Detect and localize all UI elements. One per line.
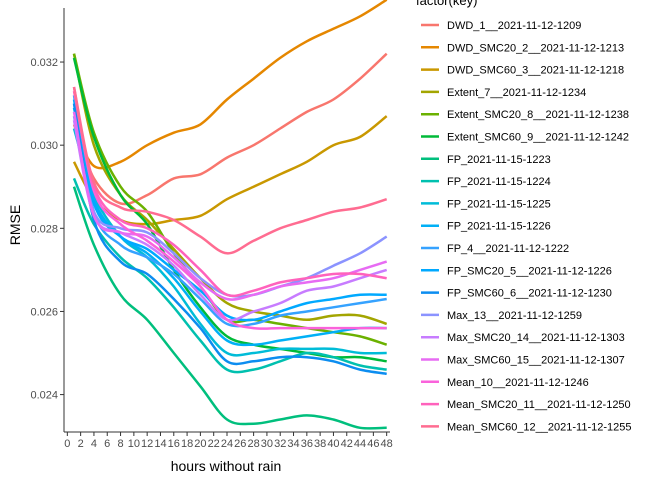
- x-tick-label: 22: [208, 438, 220, 450]
- x-tick-label: 44: [354, 438, 366, 450]
- y-tick-label: 0.030: [30, 140, 58, 152]
- series-line-16: [72, 111, 388, 301]
- x-tick-label: 0: [64, 438, 70, 450]
- y-tick-label: 0.026: [30, 306, 58, 318]
- legend: DWD_1__2021-11-12-1209 DWD_SMC20_2__2021-…: [421, 20, 632, 433]
- series-line-7: [72, 186, 387, 430]
- legend-label-9: FP_2021-11-15-1225: [447, 198, 551, 210]
- series-line-12: [72, 99, 387, 322]
- series-line-19: [72, 86, 388, 255]
- x-tick-label: 30: [261, 438, 273, 450]
- x-tick-label: 26: [234, 438, 246, 450]
- x-tick-label: 38: [314, 438, 326, 450]
- x-tick-label: 34: [287, 438, 299, 450]
- legend-label-3: DWD_SMC60_3__2021-11-12-1218: [447, 65, 624, 77]
- legend-label-5: Extent_SMC20_8__2021-11-12-1238: [447, 109, 629, 121]
- y-tick-label: 0.024: [30, 390, 58, 402]
- x-tick-label: 10: [128, 438, 140, 450]
- x-tick-label: 16: [168, 438, 180, 450]
- legend-label-14: Max_13__2021-11-12-1259: [447, 310, 582, 322]
- plot-lines: [72, 0, 388, 430]
- legend-label-12: FP_SMC20_5__2021-11-12-1226: [447, 265, 612, 277]
- legend-label-7: FP_2021-11-15-1223: [447, 154, 551, 166]
- x-tick-label: 4: [91, 438, 97, 450]
- x-tick-label: 18: [181, 438, 193, 450]
- x-tick-label: 6: [104, 438, 110, 450]
- x-tick-label: 24: [221, 438, 233, 450]
- x-axis-ticks: 0 2 4 6 8 10 12 14 16 18 20 22 24 26 28 30 32 34 36 38 40 42 4…: [64, 432, 393, 450]
- series-line-13: [72, 103, 387, 376]
- legend-label-11: FP_4__2021-11-12-1222: [447, 243, 569, 255]
- x-tick-label: 14: [154, 438, 166, 450]
- x-tick-label: 48: [381, 438, 393, 450]
- y-axis-ticks: 0.024 0.026 0.028 0.030 0.032: [30, 57, 64, 402]
- x-tick-label: 20: [194, 438, 206, 450]
- legend-label-19: Mean_SMC60_12__2021-11-12-1255: [447, 421, 632, 433]
- x-tick-label: 46: [367, 438, 379, 450]
- series-line-2: [72, 0, 388, 170]
- y-tick-label: 0.032: [30, 57, 58, 69]
- series-line-17: [72, 86, 387, 330]
- legend-label-16: Max_SMC60_15__2021-11-12-1307: [447, 355, 625, 367]
- legend-label-17: Mean_10__2021-11-12-1246: [447, 377, 589, 389]
- x-tick-label: 8: [117, 438, 123, 450]
- x-tick-label: 36: [301, 438, 313, 450]
- legend-label-10: FP_2021-11-15-1226: [447, 221, 551, 233]
- legend-title: factor(key): [416, 0, 477, 8]
- legend-label-2: DWD_SMC20_2__2021-11-12-1213: [447, 42, 624, 54]
- series-line-8: [72, 177, 387, 374]
- x-tick-label: 12: [141, 438, 153, 450]
- legend-label-18: Mean_SMC20_11__2021-11-12-1250: [447, 399, 631, 411]
- legend-label-1: DWD_1__2021-11-12-1209: [447, 20, 581, 32]
- x-tick-label: 2: [78, 438, 84, 450]
- y-tick-label: 0.028: [30, 223, 58, 235]
- series-line-11: [72, 95, 387, 328]
- x-axis-title: hours without rain: [171, 458, 282, 474]
- x-tick-label: 42: [341, 438, 353, 450]
- legend-label-4: Extent_7__2021-11-12-1234: [447, 87, 586, 99]
- legend-label-8: FP_2021-11-15-1224: [447, 176, 551, 188]
- legend-label-6: Extent_SMC60_9__2021-11-12-1242: [447, 132, 629, 144]
- x-tick-label: 32: [274, 438, 286, 450]
- legend-label-13: FP_SMC60_6__2021-11-12-1230: [447, 288, 612, 300]
- series-line-1: [72, 52, 388, 206]
- x-tick-label: 40: [327, 438, 339, 450]
- y-axis-title: RMSE: [7, 205, 23, 245]
- x-tick-label: 28: [247, 438, 259, 450]
- series-line-18: [72, 90, 387, 298]
- legend-label-15: Max_SMC20_14__2021-11-12-1303: [447, 332, 625, 344]
